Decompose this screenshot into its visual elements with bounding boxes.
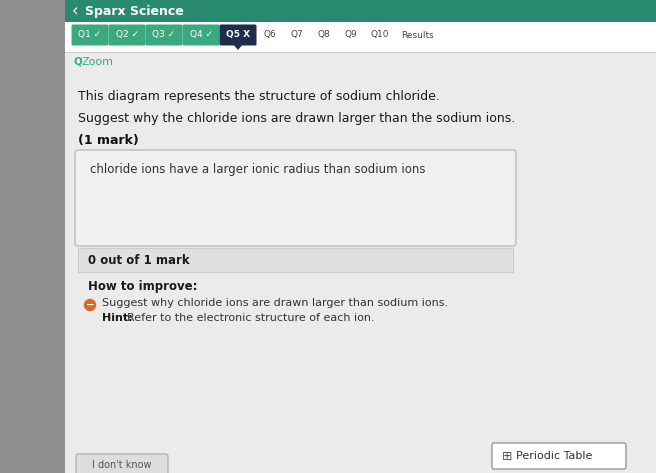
Text: Q9: Q9 [344,30,358,40]
FancyBboxPatch shape [72,25,108,45]
Text: Q: Q [73,57,82,67]
Text: Q6: Q6 [264,30,276,40]
Text: ‹: ‹ [72,2,79,20]
FancyBboxPatch shape [146,25,182,45]
FancyBboxPatch shape [65,22,656,52]
Text: (1 mark): (1 mark) [78,134,139,147]
Text: Hint:: Hint: [102,313,133,323]
Text: How to improve:: How to improve: [88,280,197,293]
Text: Suggest why chloride ions are drawn larger than sodium ions.: Suggest why chloride ions are drawn larg… [102,298,448,308]
Text: ⊞: ⊞ [502,449,512,463]
Text: Q10: Q10 [371,30,389,40]
FancyBboxPatch shape [492,443,626,469]
Text: Q2 ✓: Q2 ✓ [115,30,138,40]
Text: Q3 ✓: Q3 ✓ [152,30,176,40]
FancyBboxPatch shape [76,454,168,473]
Text: I don't know: I don't know [92,460,152,470]
Text: Suggest why the chloride ions are drawn larger than the sodium ions.: Suggest why the chloride ions are drawn … [78,112,515,125]
FancyBboxPatch shape [220,25,256,45]
Text: Periodic Table: Periodic Table [516,451,592,461]
FancyBboxPatch shape [108,25,146,45]
Text: Q5 X: Q5 X [226,30,250,40]
Text: Sparx Science: Sparx Science [85,5,184,18]
Text: Q4 ✓: Q4 ✓ [190,30,213,40]
FancyBboxPatch shape [0,0,65,473]
Text: 0 out of 1 mark: 0 out of 1 mark [88,254,190,266]
FancyBboxPatch shape [78,248,513,272]
Text: chloride ions have a larger ionic radius than sodium ions: chloride ions have a larger ionic radius… [90,163,426,176]
FancyBboxPatch shape [75,150,516,246]
FancyBboxPatch shape [65,52,656,473]
Text: Q8: Q8 [318,30,331,40]
Text: Q7: Q7 [291,30,303,40]
Text: −: − [86,300,94,310]
Text: Q1 ✓: Q1 ✓ [79,30,102,40]
FancyBboxPatch shape [182,25,220,45]
Text: Results: Results [401,30,434,40]
Polygon shape [233,44,243,50]
Circle shape [85,299,96,310]
Text: This diagram represents the structure of sodium chloride.: This diagram represents the structure of… [78,90,440,103]
FancyBboxPatch shape [65,0,656,473]
Text: Zoom: Zoom [82,57,114,67]
Text: Refer to the electronic structure of each ion.: Refer to the electronic structure of eac… [127,313,375,323]
FancyBboxPatch shape [65,0,656,22]
